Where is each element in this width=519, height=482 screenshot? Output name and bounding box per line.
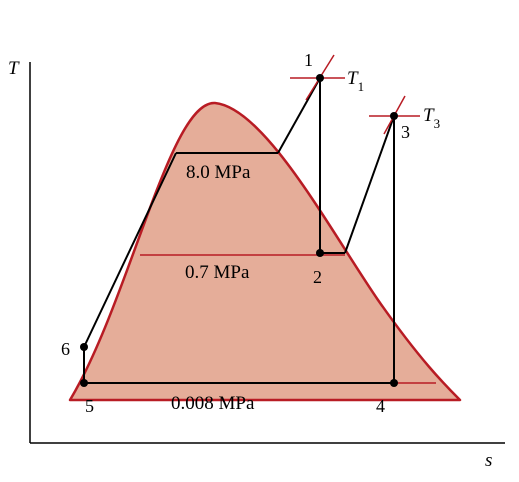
state-point-4 — [390, 379, 398, 387]
state-label-6: 6 — [61, 339, 70, 359]
state-label-5: 5 — [85, 396, 94, 416]
temp-label-t1: T1 — [347, 68, 364, 94]
state-label-1: 1 — [304, 50, 313, 70]
state-points — [80, 74, 398, 387]
state-label-3: 3 — [401, 122, 410, 142]
cycle-lines — [83, 77, 395, 384]
temp-label-t1-sub: 1 — [358, 79, 365, 94]
saturation-dome — [68, 101, 462, 402]
temp-label-t1-main: T — [347, 68, 359, 89]
pressure-label-high: 8.0 MPa — [186, 162, 251, 183]
state-point-5 — [80, 379, 88, 387]
temp-label-t3: T3 — [423, 105, 440, 131]
pressure-label-low: 0.008 MPa — [171, 393, 255, 414]
temp-label-t3-sub: 3 — [434, 116, 441, 131]
line-superheat-to-1 — [277, 77, 321, 154]
pressure-label-mid: 0.7 MPa — [185, 262, 250, 283]
state-point-6 — [80, 343, 88, 351]
state-point-3 — [390, 112, 398, 120]
y-axis-label: T — [8, 58, 20, 79]
line-reheat-to-3 — [344, 115, 395, 254]
temp-label-t3-main: T — [423, 105, 435, 126]
state-point-1 — [316, 74, 324, 82]
state-label-2: 2 — [313, 267, 322, 287]
state-label-4: 4 — [376, 396, 385, 416]
state-point-2 — [316, 249, 324, 257]
x-axis-label: s — [485, 450, 492, 471]
line-heating-6-1 — [83, 152, 177, 348]
